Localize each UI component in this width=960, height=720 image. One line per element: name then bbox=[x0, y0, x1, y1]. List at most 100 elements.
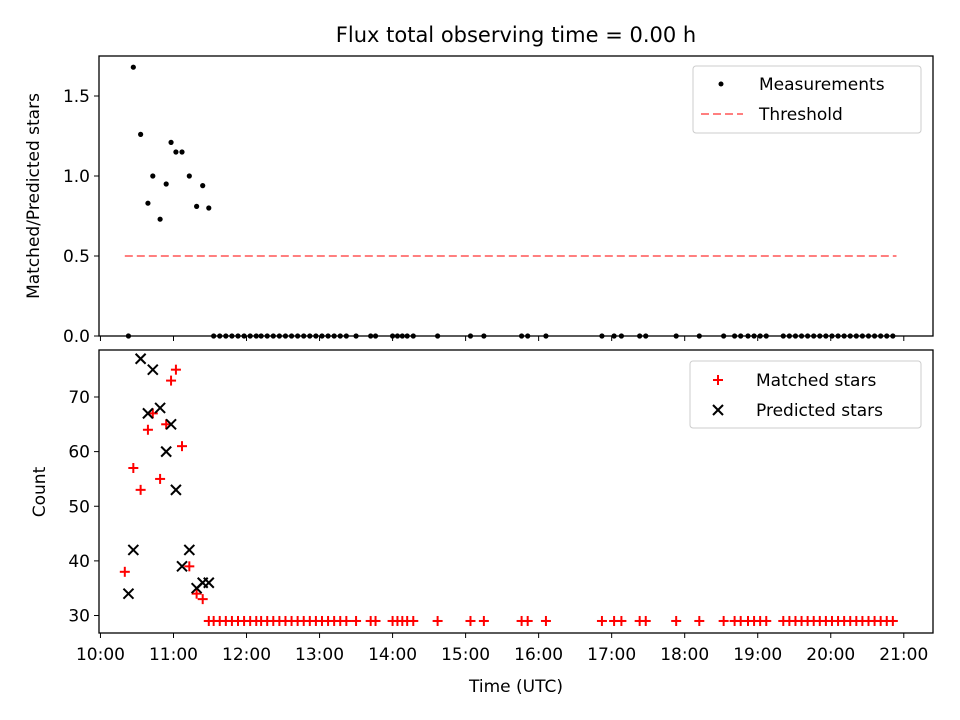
top-legend-box bbox=[692, 65, 922, 134]
legend-measurements-label: Measurements bbox=[759, 75, 885, 95]
predicted-star-point bbox=[203, 577, 215, 589]
legend-threshold-label: Threshold bbox=[758, 105, 843, 125]
measurement-point bbox=[173, 149, 179, 155]
matched-star-point bbox=[128, 463, 139, 474]
x-axis-label: Time (UTC) bbox=[468, 677, 563, 697]
predicted-star-point bbox=[134, 353, 147, 365]
matched-star-point bbox=[351, 615, 362, 626]
bottom-y-tick-label: 30 bbox=[68, 607, 90, 627]
matched-star-point bbox=[142, 424, 153, 435]
matched-star-point bbox=[161, 419, 172, 430]
top-x-ticks bbox=[99, 336, 905, 341]
predicted-star-point bbox=[142, 407, 154, 420]
matched-star-point bbox=[177, 441, 188, 452]
measurement-point bbox=[130, 64, 136, 70]
legend-matched-label: Matched stars bbox=[756, 371, 876, 391]
matched-star-point bbox=[432, 615, 443, 626]
matched-star-point bbox=[761, 615, 772, 626]
top-plot-frame bbox=[98, 55, 934, 337]
matched-star-point bbox=[718, 615, 729, 626]
measurement-point bbox=[206, 205, 212, 211]
matched-star-point bbox=[370, 615, 381, 626]
predicted-star-point bbox=[127, 544, 140, 556]
measurement-point bbox=[163, 181, 169, 187]
matched-star-point bbox=[119, 566, 130, 577]
top-legend: Measurements Threshold bbox=[692, 65, 922, 134]
bottom-y-tick-label: 70 bbox=[68, 388, 90, 408]
top-y-ticks: 0.0 0.5 1.0 1.5 bbox=[63, 87, 99, 347]
top-y-tick-label: 1.0 bbox=[63, 167, 90, 187]
bottom-y-axis-label: Count bbox=[30, 466, 50, 517]
x-tick-label: 20:00 bbox=[806, 645, 855, 665]
x-tick-label: 21:00 bbox=[879, 645, 928, 665]
top-plot: 0.0 0.5 1.0 1.5 Matched/Predicted stars Mea… bbox=[24, 55, 934, 347]
bottom-legend-box bbox=[689, 360, 922, 429]
chart-title: Flux total observing time = 0.00 h bbox=[336, 23, 696, 47]
x-tick-label: 12:00 bbox=[222, 645, 271, 665]
bottom-y-tick-label: 50 bbox=[68, 497, 90, 517]
matched-star-point bbox=[522, 615, 533, 626]
measurement-point bbox=[186, 173, 192, 179]
predicted-star-point bbox=[122, 587, 135, 600]
matched-star-point bbox=[155, 473, 166, 484]
matched-star-point bbox=[540, 615, 551, 626]
matched-star-point bbox=[671, 615, 682, 626]
matched-star-point bbox=[184, 561, 195, 572]
legend-predicted-label: Predicted stars bbox=[756, 401, 883, 421]
measurement-point bbox=[179, 149, 185, 155]
legend-predicted-marker bbox=[712, 404, 724, 416]
matched-star-point bbox=[166, 375, 177, 386]
predicted-star-point bbox=[165, 418, 177, 431]
top-y-tick-label: 1.5 bbox=[63, 87, 90, 107]
measurement-point bbox=[150, 173, 156, 179]
legend-measurements-marker bbox=[718, 81, 724, 87]
x-tick-label: 15:00 bbox=[441, 645, 490, 665]
predicted-star-point bbox=[154, 402, 166, 414]
bottom-y-tick-label: 40 bbox=[68, 552, 90, 572]
top-y-axis-label: Matched/Predicted stars bbox=[24, 93, 44, 299]
predicted-star-point bbox=[170, 484, 182, 496]
bottom-y-ticks: 30 40 50 60 70 bbox=[68, 388, 99, 627]
matched-star-point bbox=[135, 484, 146, 495]
bottom-plot-marks bbox=[119, 353, 898, 626]
x-tick-label: 17:00 bbox=[587, 645, 636, 665]
bottom-legend: Matched stars Predicted stars bbox=[689, 360, 922, 429]
x-tick-label: 14:00 bbox=[368, 645, 417, 665]
bottom-plot: 30 40 50 60 70 10:00 11:00 12:00 13:00 14:00 15:0… bbox=[30, 349, 934, 697]
predicted-star-point bbox=[183, 544, 196, 556]
matched-star-point bbox=[170, 364, 181, 375]
predicted-star-point bbox=[160, 445, 172, 458]
matched-star-point bbox=[408, 615, 419, 626]
matched-star-point bbox=[640, 615, 651, 626]
top-y-tick-label: 0.0 bbox=[63, 327, 90, 347]
predicted-star-point bbox=[147, 363, 159, 376]
legend-matched-marker bbox=[713, 375, 723, 385]
matched-star-point bbox=[616, 615, 627, 626]
matched-star-point bbox=[694, 615, 705, 626]
x-tick-label: 18:00 bbox=[660, 645, 709, 665]
measurement-point bbox=[168, 139, 174, 145]
bottom-y-tick-label: 60 bbox=[68, 443, 90, 463]
measurement-point bbox=[194, 203, 200, 209]
matched-star-point bbox=[465, 615, 476, 626]
predicted-star-point bbox=[176, 560, 188, 573]
measurement-point bbox=[157, 216, 163, 222]
matched-star-point bbox=[197, 594, 208, 605]
measurement-point bbox=[200, 183, 206, 189]
top-y-tick-label: 0.5 bbox=[63, 247, 90, 267]
matched-star-point bbox=[596, 615, 607, 626]
x-tick-label: 16:00 bbox=[514, 645, 563, 665]
matched-star-point bbox=[887, 615, 898, 626]
matched-star-point bbox=[147, 408, 158, 419]
x-tick-label: 13:00 bbox=[295, 645, 344, 665]
measurement-point bbox=[138, 131, 144, 137]
matched-star-point bbox=[478, 615, 489, 626]
measurement-point bbox=[145, 200, 151, 206]
bottom-x-ticks: 10:00 11:00 12:00 13:00 14:00 15:00 16:00 17:00… bbox=[76, 633, 928, 665]
x-tick-label: 11:00 bbox=[149, 645, 198, 665]
bottom-plot-frame bbox=[98, 349, 934, 634]
matched-star-point bbox=[191, 588, 202, 599]
x-tick-label: 19:00 bbox=[733, 645, 782, 665]
x-tick-label: 10:00 bbox=[76, 645, 125, 665]
